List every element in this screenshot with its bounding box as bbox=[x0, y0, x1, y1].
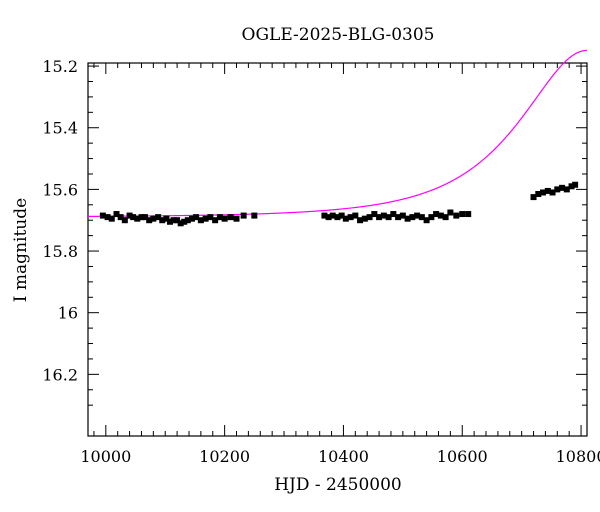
data-point bbox=[329, 212, 336, 219]
data-point bbox=[437, 212, 444, 219]
x-tick-label: 10400 bbox=[318, 447, 369, 466]
x-tick-label: 10800 bbox=[556, 447, 600, 466]
data-point bbox=[325, 214, 332, 221]
data-point bbox=[361, 215, 368, 222]
data-point bbox=[181, 218, 188, 225]
data-point bbox=[390, 211, 397, 218]
data-point bbox=[366, 214, 373, 221]
data-point bbox=[126, 212, 133, 219]
y-tick-label: 16.2 bbox=[42, 365, 78, 384]
data-point bbox=[385, 214, 392, 221]
data-point bbox=[159, 217, 166, 224]
data-point bbox=[163, 215, 170, 222]
data-point bbox=[233, 215, 240, 222]
y-tick-label: 15.6 bbox=[42, 180, 78, 199]
data-point bbox=[540, 189, 547, 196]
data-point bbox=[146, 217, 153, 224]
data-point bbox=[193, 214, 200, 221]
data-point bbox=[174, 217, 181, 224]
data-point bbox=[395, 214, 402, 221]
data-point bbox=[563, 186, 570, 193]
data-point bbox=[442, 214, 449, 221]
data-point bbox=[423, 217, 430, 224]
data-point bbox=[342, 215, 349, 222]
data-point bbox=[371, 211, 378, 218]
data-point bbox=[197, 217, 204, 224]
data-point bbox=[177, 220, 184, 227]
data-point bbox=[334, 214, 341, 221]
data-point bbox=[104, 214, 111, 221]
data-point bbox=[559, 184, 566, 191]
data-point bbox=[227, 214, 234, 221]
y-axis-label: I magnitude bbox=[11, 198, 31, 302]
plot-area bbox=[87, 49, 588, 227]
data-point bbox=[418, 214, 425, 221]
data-point bbox=[572, 181, 579, 188]
data-point bbox=[409, 214, 416, 221]
data-point bbox=[108, 215, 115, 222]
data-point bbox=[549, 189, 556, 196]
data-point bbox=[459, 211, 466, 218]
data-point bbox=[212, 217, 219, 224]
data-point bbox=[321, 212, 328, 219]
y-tick-label: 15.8 bbox=[42, 242, 78, 261]
y-tick-label: 15.2 bbox=[42, 57, 78, 76]
data-point bbox=[535, 191, 542, 198]
data-point bbox=[221, 215, 228, 222]
x-axis: 10000 10200 10400 10600 10800 bbox=[80, 63, 600, 466]
data-point bbox=[216, 214, 223, 221]
data-point bbox=[554, 186, 561, 193]
y-tick-label: 16 bbox=[58, 304, 78, 323]
data-point bbox=[530, 194, 537, 201]
y-tick-label: 15.4 bbox=[42, 119, 78, 138]
data-point bbox=[453, 212, 460, 219]
data-point bbox=[376, 214, 383, 221]
x-tick-label: 10200 bbox=[199, 447, 250, 466]
data-point bbox=[117, 214, 124, 221]
data-point bbox=[447, 209, 454, 216]
data-point bbox=[207, 214, 214, 221]
x-tick-label: 10000 bbox=[80, 447, 131, 466]
data-point bbox=[251, 212, 258, 219]
data-point bbox=[338, 212, 345, 219]
model-curve bbox=[87, 49, 588, 217]
data-point bbox=[352, 212, 359, 219]
data-point bbox=[170, 217, 177, 224]
data-point bbox=[166, 218, 173, 225]
data-point bbox=[113, 211, 120, 218]
x-axis-label: HJD - 2450000 bbox=[274, 475, 402, 495]
data-points bbox=[99, 181, 579, 227]
plot-frame bbox=[87, 62, 588, 437]
data-point bbox=[399, 212, 406, 219]
data-point bbox=[357, 217, 364, 224]
data-point bbox=[121, 217, 128, 224]
data-point bbox=[155, 214, 162, 221]
data-point bbox=[465, 211, 472, 218]
data-point bbox=[138, 214, 145, 221]
y-axis: 15.2 15.4 15.6 15.8 16 16.2 bbox=[42, 57, 587, 406]
data-point bbox=[414, 212, 421, 219]
data-point bbox=[433, 211, 440, 218]
data-point bbox=[99, 212, 106, 219]
data-point bbox=[568, 183, 575, 190]
data-point bbox=[240, 212, 247, 219]
x-tick-label: 10600 bbox=[437, 447, 488, 466]
data-point bbox=[544, 187, 551, 194]
data-point bbox=[380, 212, 387, 219]
data-point bbox=[347, 214, 354, 221]
data-point bbox=[202, 215, 209, 222]
data-point bbox=[404, 215, 411, 222]
chart-title: OGLE-2025-BLG-0305 bbox=[242, 25, 435, 45]
data-point bbox=[184, 217, 191, 224]
data-point bbox=[130, 214, 137, 221]
data-point bbox=[188, 215, 195, 222]
data-point bbox=[142, 214, 149, 221]
data-point bbox=[428, 214, 435, 221]
data-point bbox=[150, 215, 157, 222]
data-point bbox=[134, 215, 141, 222]
